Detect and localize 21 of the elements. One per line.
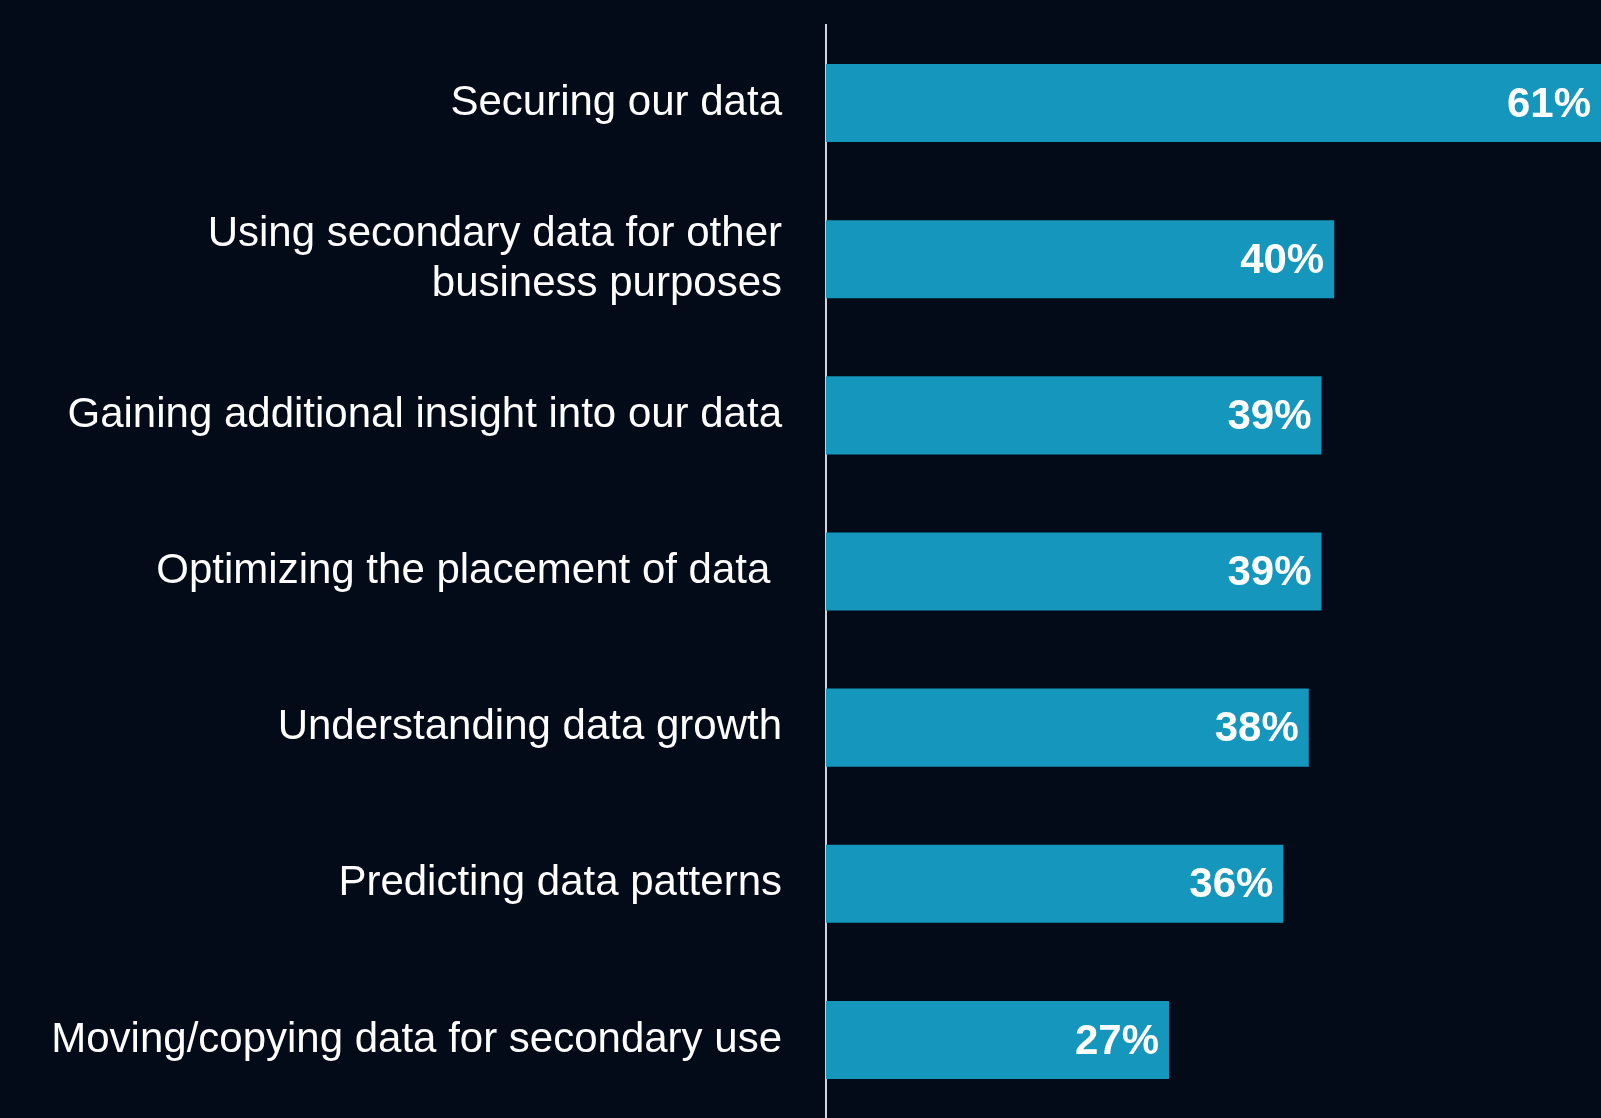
- data-label: 27%: [1074, 1015, 1160, 1063]
- y-tick-label: Gaining additional insight into our data: [67, 388, 783, 436]
- y-tick-label: Optimizing the placement of data: [156, 545, 782, 593]
- data-label: 39%: [1227, 547, 1312, 595]
- bar: [826, 532, 1322, 611]
- y-tick-label: Understanding data growth: [277, 701, 782, 749]
- bar: [826, 376, 1322, 455]
- y-tick-label: Predicting data patterns: [338, 857, 782, 905]
- data-label: 61%: [1506, 78, 1591, 126]
- bar: [826, 1000, 1170, 1079]
- data-label: 36%: [1189, 859, 1274, 907]
- data-label: 38%: [1214, 703, 1299, 751]
- data-label: 39%: [1227, 390, 1312, 438]
- y-tick-label: Moving/copying data for secondary use: [51, 1013, 782, 1061]
- bar: [826, 220, 1335, 299]
- bar: [826, 688, 1309, 767]
- data-label: 40%: [1240, 234, 1325, 282]
- bar: [826, 64, 1601, 143]
- bar: [826, 844, 1284, 923]
- y-tick-label: Securing our data: [450, 76, 783, 124]
- y-tick-label: Using secondary data for other business purposes: [207, 207, 783, 305]
